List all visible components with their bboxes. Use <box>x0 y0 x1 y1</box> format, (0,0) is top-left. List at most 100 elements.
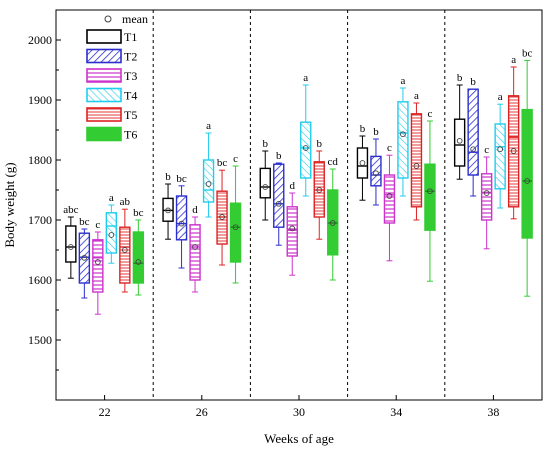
box-T5-week-38: a <box>507 54 520 220</box>
legend-swatch-T5 <box>86 107 122 122</box>
significance-letter: b <box>373 126 379 138</box>
significance-letter: a <box>401 75 406 87</box>
significance-letter: b <box>165 171 171 183</box>
significance-letter: c <box>428 108 433 120</box>
box-T2-week-22: bc <box>78 216 91 299</box>
mean-marker <box>316 187 323 193</box>
box-body <box>480 173 493 221</box>
legend-label-T3: T3 <box>124 69 137 83</box>
box-T1-week-34: b <box>356 123 369 201</box>
y-axis-label: Body weight (g) <box>2 162 17 247</box>
box-body <box>119 226 131 284</box>
box-T1-week-26: b <box>162 171 174 240</box>
significance-letter: b <box>317 138 323 150</box>
legend: mean T1 T2 T3 T4 T5 T6 <box>86 12 148 142</box>
significance-letter: bc <box>133 207 144 219</box>
significance-letter: b <box>470 76 476 88</box>
box-body <box>467 88 479 176</box>
mean-marker <box>302 145 309 151</box>
box-T5-week-34: a <box>410 90 423 221</box>
legend-swatch-T2 <box>86 48 122 64</box>
box-body <box>507 95 520 208</box>
box-T5-week-26: bc <box>216 157 228 266</box>
box-body <box>383 174 396 224</box>
y-tick-label: 1600 <box>28 273 52 287</box>
box-body <box>397 101 409 179</box>
box-body <box>175 195 188 241</box>
significance-letter: cd <box>328 156 339 168</box>
mean-marker <box>524 178 531 184</box>
mean-marker <box>205 181 212 187</box>
mean-marker <box>373 170 379 177</box>
box-T4-week-26: a <box>202 120 215 218</box>
y-tick-label: 1700 <box>28 213 52 227</box>
box-T4-week-34: a <box>397 75 409 197</box>
mean-marker <box>135 259 142 265</box>
box-body <box>286 206 298 257</box>
box-body <box>273 163 285 228</box>
box-T6-week-34: c <box>424 108 436 282</box>
box-T2-week-30: b <box>273 150 285 246</box>
box-T5-week-30: b <box>313 138 325 240</box>
significance-letter: a <box>303 72 308 84</box>
legend-swatch-T6 <box>86 126 122 142</box>
legend-swatch-T3 <box>86 68 122 83</box>
box-T6-week-30: cd <box>327 156 339 281</box>
box-T2-week-34: b <box>370 126 382 206</box>
box-T2-week-26: bc <box>175 173 188 269</box>
significance-letter: b <box>457 72 463 84</box>
significance-letter: ab <box>120 196 131 208</box>
significance-letter: bc <box>79 216 90 228</box>
box-T4-week-38: a <box>494 91 506 209</box>
box-body <box>92 239 104 293</box>
mean-marker <box>67 244 74 250</box>
mean-marker <box>497 146 504 153</box>
mean-marker <box>192 244 198 250</box>
box-T6-week-38: bc <box>521 47 533 297</box>
mean-marker <box>427 188 433 195</box>
significance-letter: a <box>109 192 114 204</box>
x-tick-label: 34 <box>390 405 402 419</box>
x-tick-label: 38 <box>487 405 499 419</box>
box-body <box>521 108 533 239</box>
mean-marker <box>470 146 477 153</box>
box-body <box>78 232 91 284</box>
x-tick-label: 30 <box>293 405 305 419</box>
box-body <box>424 163 436 231</box>
box-T4-week-22: a <box>105 192 118 264</box>
mean-marker <box>289 225 296 232</box>
significance-letter: b <box>276 150 282 162</box>
box-body <box>229 202 242 263</box>
box-body <box>189 224 201 281</box>
box-body <box>453 118 466 167</box>
legend-label-T5: T5 <box>124 108 137 122</box>
significance-letter: c <box>233 153 238 165</box>
box-body <box>494 123 506 190</box>
mean-marker <box>121 247 128 253</box>
box-T5-week-22: ab <box>119 196 131 293</box>
mean-marker <box>400 131 406 138</box>
box-body <box>202 159 215 203</box>
legend-swatch-T1 <box>86 29 122 44</box>
box-T2-week-38: b <box>467 76 479 197</box>
mean-marker <box>262 184 269 190</box>
group-separators <box>152 10 446 400</box>
mean-marker <box>359 160 366 166</box>
legend-label-T2: T2 <box>124 50 137 64</box>
significance-letter: c <box>484 144 489 156</box>
mean-marker <box>81 254 88 261</box>
box-T6-week-22: bc <box>132 207 145 296</box>
significance-letter: c <box>387 142 392 154</box>
legend-swatch-T4 <box>86 87 122 103</box>
mean-marker <box>94 259 101 265</box>
significance-letter: bc <box>522 47 533 59</box>
x-axis-label: Weeks of age <box>264 431 334 446</box>
significance-letter: abc <box>63 204 78 216</box>
box-body <box>259 167 271 199</box>
y-tick-label: 1500 <box>28 333 52 347</box>
significance-letter: bc <box>176 173 187 185</box>
significance-letter: a <box>414 90 419 102</box>
box-body <box>410 113 423 208</box>
x-tick-label: 26 <box>196 405 208 419</box>
